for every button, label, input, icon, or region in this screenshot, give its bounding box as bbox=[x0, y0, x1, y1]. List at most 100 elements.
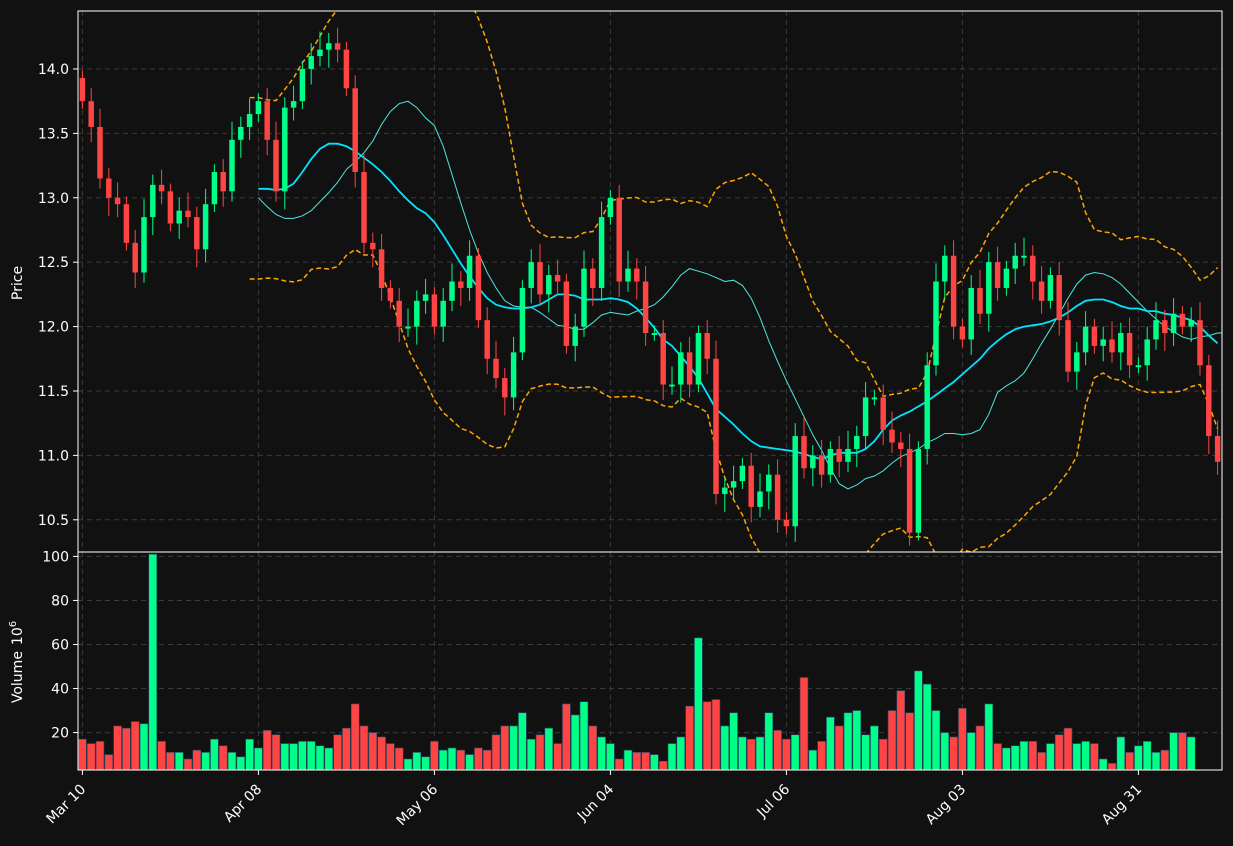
candle-up bbox=[986, 262, 992, 314]
candle-down bbox=[590, 268, 596, 288]
candle-down bbox=[994, 262, 1001, 288]
band-upper-line bbox=[249, 11, 1219, 398]
candle-down bbox=[185, 210, 191, 218]
candle-down bbox=[273, 139, 279, 192]
candle-down bbox=[977, 287, 983, 314]
candle-up bbox=[422, 294, 429, 301]
volume-bar bbox=[271, 734, 281, 770]
volume-bar bbox=[764, 712, 774, 770]
volume-bar bbox=[368, 732, 378, 770]
volume-bar bbox=[1186, 736, 1196, 770]
volume-bar bbox=[1010, 745, 1020, 770]
candle-up bbox=[757, 491, 763, 507]
volume-bar bbox=[562, 703, 571, 770]
candle-down bbox=[1162, 320, 1168, 334]
volume-bar bbox=[623, 749, 633, 770]
volume-bar bbox=[1098, 758, 1108, 770]
candle-down bbox=[818, 455, 825, 475]
volume-bar bbox=[773, 730, 782, 770]
candle-up bbox=[1144, 339, 1150, 366]
candle-up bbox=[625, 268, 631, 282]
candle-up bbox=[1135, 365, 1142, 368]
candle-up bbox=[519, 287, 526, 353]
candle-up bbox=[317, 49, 323, 57]
candle-down bbox=[554, 275, 561, 282]
volume-bar bbox=[518, 712, 527, 770]
volume-bar bbox=[526, 738, 536, 770]
volume-bar bbox=[245, 738, 254, 770]
volume-label-text: Volume bbox=[10, 651, 26, 703]
volume-bar bbox=[491, 734, 501, 770]
volume-bar bbox=[808, 749, 818, 770]
candle-up bbox=[405, 326, 411, 329]
volume-bar bbox=[958, 708, 967, 770]
candle-up bbox=[862, 397, 869, 437]
volume-axis-label: Volume 106 bbox=[8, 621, 26, 703]
volume-bar bbox=[1063, 727, 1073, 770]
volume-bar bbox=[1046, 743, 1055, 770]
candle-up bbox=[871, 397, 878, 400]
volume-bar bbox=[104, 754, 114, 770]
candle-down bbox=[458, 281, 464, 288]
volume-bar bbox=[333, 734, 342, 770]
candle-down bbox=[132, 242, 138, 273]
candle-down bbox=[484, 320, 490, 359]
volume-tick-label: 20 bbox=[51, 726, 69, 742]
volume-bar bbox=[298, 741, 307, 770]
candle-down bbox=[889, 429, 895, 443]
volume-bar bbox=[993, 743, 1002, 770]
volume-bar bbox=[122, 727, 131, 770]
volume-bar bbox=[192, 749, 202, 770]
volume-bar bbox=[852, 710, 862, 770]
volume-bar bbox=[1134, 745, 1143, 770]
candle-down bbox=[396, 300, 402, 327]
candle-down bbox=[950, 255, 957, 327]
candle-down bbox=[906, 448, 913, 533]
volume-bar bbox=[658, 760, 668, 770]
volume-bar bbox=[702, 701, 712, 770]
candle-up bbox=[546, 275, 552, 295]
volume-bar bbox=[350, 703, 360, 770]
volume-bar bbox=[1142, 741, 1152, 770]
candle-down bbox=[1109, 339, 1115, 353]
volume-bar bbox=[685, 705, 694, 770]
candle-up bbox=[572, 326, 578, 346]
candle-down bbox=[634, 268, 640, 282]
volume-bar bbox=[826, 716, 835, 770]
candle-down bbox=[959, 326, 966, 340]
candle-down bbox=[686, 352, 693, 385]
volume-bar bbox=[922, 683, 932, 770]
candle-up bbox=[246, 114, 253, 127]
candle-up bbox=[968, 287, 974, 340]
candle-up bbox=[211, 172, 218, 205]
volume-bar bbox=[1125, 752, 1134, 770]
candle-down bbox=[167, 191, 174, 224]
volume-bar bbox=[359, 725, 369, 770]
candle-up bbox=[1012, 255, 1018, 269]
candle-up bbox=[1082, 326, 1089, 353]
candle-down bbox=[123, 204, 130, 243]
candle-up bbox=[176, 210, 182, 224]
volume-bar bbox=[412, 752, 422, 770]
candle-up bbox=[730, 481, 737, 488]
volume-bar bbox=[984, 703, 994, 770]
candle-up bbox=[827, 448, 834, 475]
volume-bar bbox=[1054, 734, 1064, 770]
volume-bar bbox=[227, 752, 237, 770]
volume-bar bbox=[834, 725, 844, 770]
volume-bar bbox=[949, 736, 958, 770]
candle-up bbox=[933, 281, 939, 366]
candle-down bbox=[537, 262, 543, 295]
volume-bar bbox=[667, 743, 677, 770]
candle-down bbox=[97, 126, 103, 179]
candle-up bbox=[766, 474, 772, 492]
candle-up bbox=[845, 448, 851, 462]
candle-down bbox=[361, 172, 367, 243]
price-tick-label: 13.0 bbox=[38, 191, 69, 207]
volume-bar bbox=[174, 752, 184, 770]
candle-up bbox=[255, 101, 262, 115]
ma-fast-line bbox=[258, 100, 1222, 490]
volume-bar bbox=[210, 738, 219, 770]
candle-down bbox=[563, 281, 570, 346]
